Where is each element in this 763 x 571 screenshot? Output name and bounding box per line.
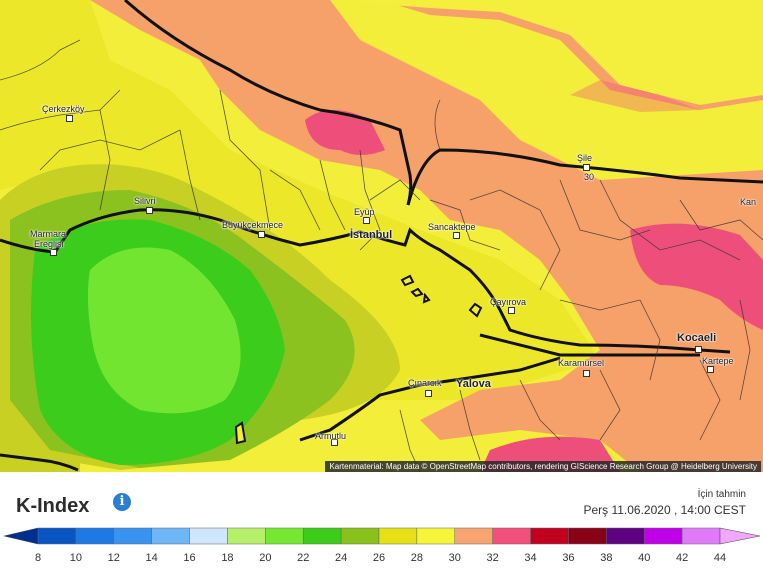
forecast-label: İçin tahmin [697,489,746,500]
place-eyup[interactable]: Eyüp [354,207,375,217]
scale-swatch [189,527,228,545]
scale-swatch [568,527,607,545]
scale-arrow-high [719,527,761,545]
place-dot [331,439,338,446]
place-armutlu[interactable]: Armutlu [315,431,347,441]
scale-tick-label: 44 [713,552,727,564]
scale-swatch [151,527,190,545]
place-dot [707,366,714,373]
scale-tick-label: 12 [107,552,120,564]
scale-tick-label: 38 [600,552,613,564]
place-silivri[interactable]: Silivri [134,196,156,206]
scale-swatch [454,527,493,545]
place-dot [258,231,265,238]
k-index-map[interactable]: Çerkezköy Silivri Marmara Ereglisi Büyük… [0,0,763,472]
scale-tick-label: 34 [524,552,537,564]
scale-tick-label: 40 [638,552,651,564]
scale-tick-label: 30 [448,552,461,564]
place-kartepe[interactable]: Kartepe [702,356,734,366]
scale-swatch [265,527,304,545]
scale-arrow-low [3,527,39,545]
place-dot [508,307,515,314]
scale-swatch [113,527,152,545]
scale-swatch [302,527,342,545]
scale-tick-label: 20 [259,552,272,564]
place-dot [66,115,73,122]
scale-swatch [416,527,456,545]
scale-swatch [378,527,418,545]
map-attribution[interactable]: Kartenmaterial: Map data © OpenStreetMap… [325,461,761,472]
color-scale [3,527,761,545]
place-dot [583,370,590,377]
forecast-time: Perş 11.06.2020 , 14:00 CEST [583,503,746,517]
place-dot [50,249,57,256]
scale-tick-label: 36 [562,552,575,564]
scale-swatch [530,527,569,545]
scale-tick-label: 8 [34,552,42,564]
place-dot [363,217,370,224]
place-sile-value: 30 [584,172,595,182]
scale-tick-label: 22 [297,552,310,564]
scale-tick-label: 28 [410,552,423,564]
scale-swatch [606,527,645,545]
place-dot [583,164,590,171]
map-layer [0,0,763,472]
place-yalova[interactable]: Yalova [456,378,491,390]
place-marmara-ereglisi[interactable]: Marmara [30,229,67,239]
place-karamursel[interactable]: Karamürsel [558,358,605,368]
scale-swatch [75,527,115,545]
place-kocaeli[interactable]: Kocaeli [677,332,717,344]
place-buyukcekmece[interactable]: Büyükçekmece [222,220,284,230]
place-kan[interactable]: Kan [740,197,757,207]
place-cerkezkoy[interactable]: Çerkezköy [42,104,85,114]
place-dot [695,346,702,353]
place-marmara-ereglisi-2[interactable]: Ereglisi [34,239,64,249]
scale-tick-label: 32 [486,552,499,564]
place-istanbul[interactable]: İstanbul [350,229,393,241]
scale-tick-label: 42 [675,552,689,564]
scale-tick-label: 14 [145,552,158,564]
place-sile[interactable]: Şile [577,153,593,163]
legend-panel: K-Index i İçin tahmin Perş 11.06.2020 , … [0,472,763,571]
place-dot [425,390,432,397]
scale-swatch [37,527,77,545]
place-cayirova[interactable]: Çayırova [490,297,527,307]
legend-title: K-Index [16,495,90,517]
scale-tick-label: 16 [183,552,196,564]
scale-swatch [492,527,531,545]
info-icon[interactable]: i [113,493,131,511]
scale-swatch [643,527,683,545]
scale-tick-label: 10 [69,552,82,564]
place-cinarcik[interactable]: Çınarcık [408,378,442,388]
place-dot [146,207,153,214]
scale-swatch [681,527,721,545]
scale-tick-label: 24 [334,552,348,564]
scale-tick-label: 26 [372,552,386,564]
scale-swatch [227,527,266,545]
place-dot [453,232,460,239]
place-sancaktepe[interactable]: Sancaktepe [428,222,476,232]
scale-tick-label: 18 [221,552,234,564]
scale-swatch [340,527,380,545]
